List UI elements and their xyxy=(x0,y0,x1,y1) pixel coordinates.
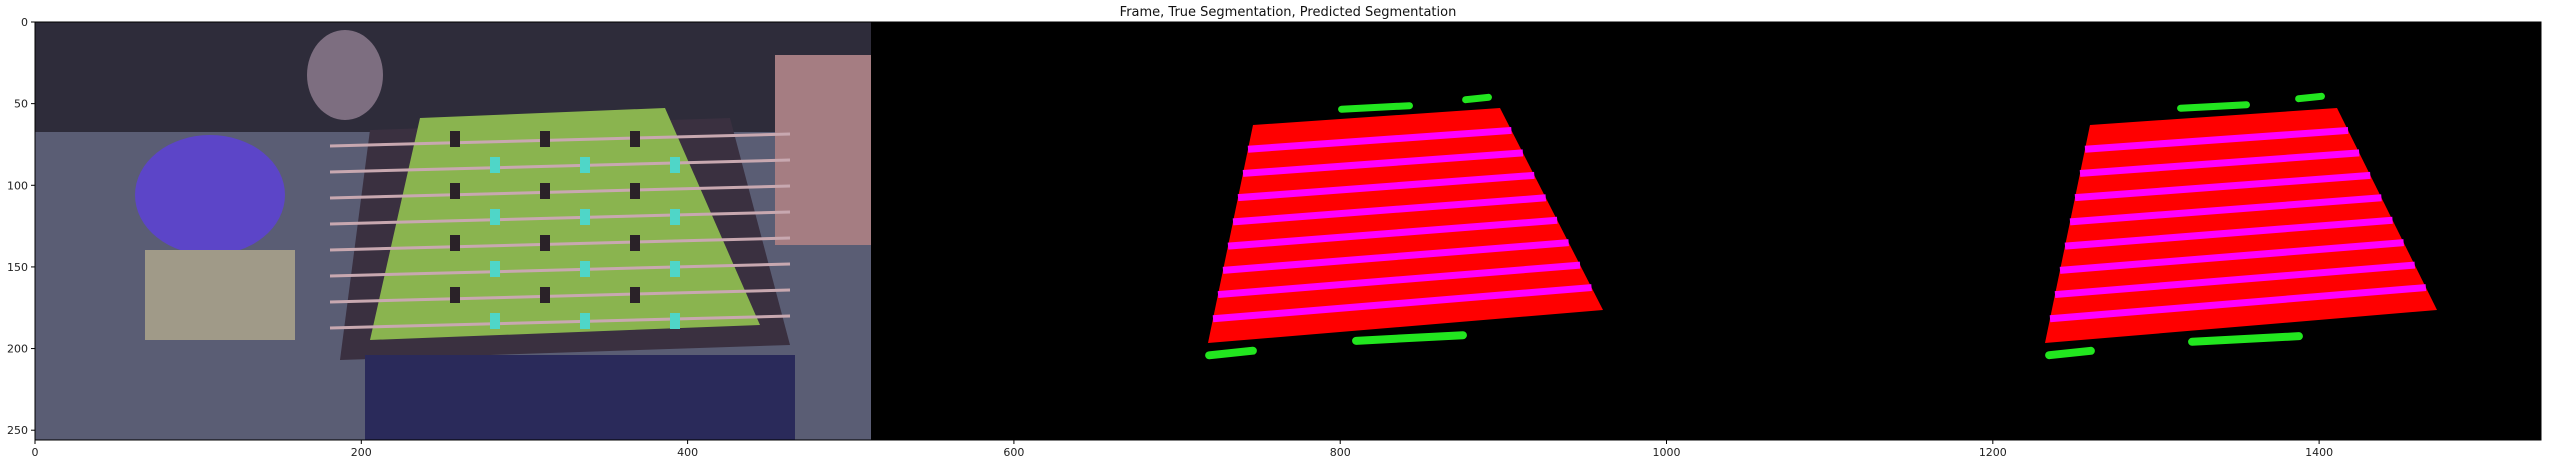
table-stripe xyxy=(2079,149,2360,177)
y-tick-label: 250 xyxy=(7,424,28,437)
table-stripe xyxy=(2074,171,2371,202)
frame-table-base xyxy=(365,355,795,440)
frame-rod xyxy=(329,132,791,148)
frame-table-field xyxy=(370,108,760,340)
frame-foosman xyxy=(450,235,460,251)
frame-foosman xyxy=(580,209,590,225)
x-tick-label: 400 xyxy=(677,446,698,459)
predicted-player-mark xyxy=(2188,332,2303,346)
table-stripe xyxy=(2059,239,2404,274)
frame-foosman xyxy=(630,287,640,303)
y-tick-label: 50 xyxy=(14,98,28,111)
frame-foosman xyxy=(670,157,680,173)
frame-person-left-shirt xyxy=(135,135,285,255)
frame-foosman xyxy=(490,209,500,225)
y-axis: 0 50 100 150 200 250 xyxy=(7,16,35,437)
predicted-segmentation-panel xyxy=(1706,22,2541,440)
frame-rod xyxy=(329,262,791,278)
frame-person-right xyxy=(775,55,871,245)
image-area xyxy=(35,22,2541,440)
y-tick-label: 200 xyxy=(7,343,28,356)
y-tick-label: 150 xyxy=(7,261,28,274)
frame-foosman xyxy=(630,131,640,147)
x-tick-label: 1000 xyxy=(1653,446,1681,459)
x-tick-label: 200 xyxy=(351,446,372,459)
frame-foosman xyxy=(630,235,640,251)
true-player-mark xyxy=(1352,331,1467,345)
predicted-player-mark xyxy=(2177,101,2250,112)
true-stripes xyxy=(1212,126,1592,323)
frame-rod xyxy=(329,184,791,200)
frame-back-wall xyxy=(35,22,871,132)
true-player-marks xyxy=(1205,93,1492,360)
table-stripe xyxy=(2054,261,2416,299)
frame-foosman xyxy=(490,313,500,329)
frame-foosman xyxy=(580,313,590,329)
predicted-player-mark xyxy=(2295,92,2325,103)
table-stripe xyxy=(1247,126,1512,153)
predicted-stripes xyxy=(2049,126,2427,323)
frame-foosman xyxy=(540,235,550,251)
frame-rod xyxy=(329,288,791,304)
table-stripe xyxy=(1227,216,1558,250)
predicted-player-marks xyxy=(2045,92,2325,360)
frame-rod xyxy=(329,158,791,174)
table-stripe xyxy=(2049,284,2427,323)
table-stripe xyxy=(1242,149,1524,177)
frame-foosman xyxy=(670,209,680,225)
table-stripe xyxy=(2069,194,2382,226)
frame-rod xyxy=(329,210,791,226)
frame-foosman xyxy=(490,261,500,277)
x-tick-label: 800 xyxy=(1330,446,1351,459)
true-player-mark xyxy=(1205,346,1257,360)
table-stripe xyxy=(1217,261,1581,299)
frame-panel xyxy=(35,22,871,440)
table-stripe xyxy=(2064,216,2393,250)
y-tick-label: 100 xyxy=(7,179,28,192)
frame-rod xyxy=(329,236,791,252)
true-segmentation-panel xyxy=(871,22,1706,440)
frame-foosman xyxy=(580,261,590,277)
frame-foosman xyxy=(670,261,680,277)
frame-person-left-head xyxy=(307,30,383,120)
x-tick-label: 1400 xyxy=(2305,446,2333,459)
table-stripe xyxy=(1212,284,1592,323)
frame-foosman xyxy=(670,313,680,329)
x-axis: 0 200 400 600 800 1000 1200 1400 xyxy=(32,440,2333,459)
x-tick-label: 600 xyxy=(1003,446,1024,459)
true-player-mark xyxy=(1338,102,1413,113)
chart-title: Frame, True Segmentation, Predicted Segm… xyxy=(1120,5,1457,20)
frame-foosman xyxy=(540,131,550,147)
table-stripe xyxy=(1232,194,1547,226)
frame-rod xyxy=(329,314,791,330)
frame-foosman xyxy=(490,157,500,173)
predicted-player-mark xyxy=(2045,346,2095,360)
frame-person-left-shorts xyxy=(145,250,295,340)
table-stripe xyxy=(1222,239,1569,274)
x-tick-label: 1200 xyxy=(1979,446,2007,459)
true-player-mark xyxy=(1462,93,1492,104)
table-stripe xyxy=(2084,126,2349,153)
axes-frame xyxy=(34,21,2542,441)
frame-foosman xyxy=(580,157,590,173)
frame-foosman xyxy=(630,183,640,199)
y-tick-label: 0 xyxy=(21,16,28,29)
frame-foosman xyxy=(450,287,460,303)
frame-foosman xyxy=(540,287,550,303)
frame-foosman xyxy=(450,183,460,199)
frame-foosman xyxy=(450,131,460,147)
frame-foosman xyxy=(540,183,550,199)
table-stripe xyxy=(1237,171,1535,202)
x-tick-label: 0 xyxy=(32,446,39,459)
frame-rods xyxy=(329,131,791,330)
